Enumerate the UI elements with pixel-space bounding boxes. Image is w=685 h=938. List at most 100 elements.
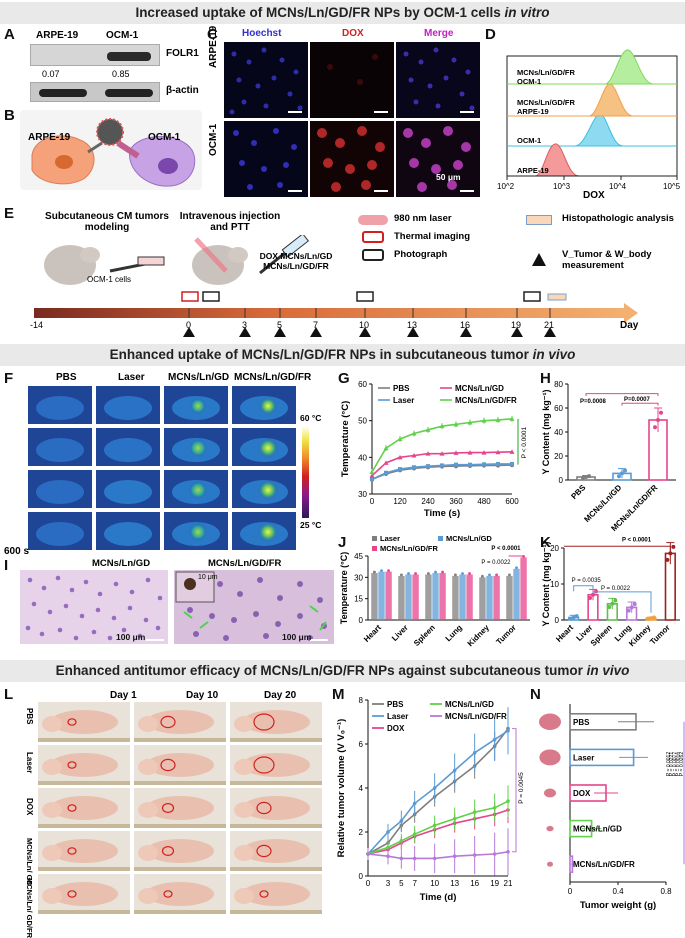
m-point (452, 768, 457, 773)
photo-row-laser: Laser (25, 752, 34, 774)
mouse-body (50, 882, 118, 906)
banner-mid: Enhanced uptake of MCNs/Ln/GD/FR NPs in … (0, 344, 685, 366)
mouse-head (138, 802, 158, 818)
mouse-body (242, 710, 310, 734)
ruler (134, 738, 226, 742)
m-y-tick-label: 0 (359, 872, 364, 881)
n-x-tick-label: 0.8 (660, 887, 672, 896)
n-x-tick-label: 0 (568, 887, 573, 896)
day-tick-19: 19 (511, 320, 522, 330)
photo-col-day1: Day 1 (110, 690, 137, 701)
photo-row-fr: MCNs/Ln/ GD/FR (25, 878, 34, 938)
y-tick-label: 0 (359, 616, 364, 625)
n-tumor-photo (539, 749, 561, 766)
m-x-tick-label: 13 (450, 879, 459, 888)
bar (452, 575, 459, 620)
bar-point (623, 468, 627, 473)
tumor-circle (161, 802, 175, 813)
g-point (397, 454, 403, 460)
panel-label-a: A (4, 26, 15, 43)
blot-value-ocm: 0.85 (112, 69, 130, 79)
n-tumor-photo (539, 713, 561, 731)
ruler (230, 867, 322, 871)
bar-point (508, 573, 511, 577)
bar-point (495, 573, 498, 577)
g-point (398, 467, 402, 472)
panel-label-e: E (4, 205, 15, 222)
bar-point (481, 574, 484, 578)
bar-point (373, 570, 376, 574)
m-series-line (367, 730, 509, 855)
bar (466, 574, 473, 620)
n-pvalue: P = 0.0012 (666, 752, 672, 776)
panel-label-g: G (338, 370, 350, 387)
mouse-body (146, 753, 214, 777)
n-pvalue: P = 0.0077 (672, 752, 678, 776)
bar-point (461, 572, 464, 575)
m-legend-label: Laser (387, 712, 408, 721)
mouse-head (42, 802, 62, 818)
mouse-body (242, 796, 310, 820)
g-point (384, 470, 388, 475)
k-pvalue-1: P = 0.0035 (572, 578, 602, 584)
bar-point (488, 573, 491, 577)
h-bracket-2 (621, 402, 659, 406)
g-point (496, 461, 500, 466)
tumor-circle (67, 804, 77, 812)
m-point (506, 799, 510, 803)
blot-col-ocm: OCM-1 (106, 30, 139, 41)
bar-point (414, 572, 417, 575)
n-pvalue: P = 0.0221 (669, 752, 675, 776)
mouse-body (242, 753, 310, 777)
bar-point (607, 605, 612, 610)
tumor-circle (67, 718, 77, 726)
g-point (495, 449, 501, 455)
y-tick-label: 0 (555, 616, 560, 625)
mouse-head (234, 845, 254, 861)
blot-band-folr1 (30, 44, 160, 66)
mouse-head (234, 716, 254, 732)
mouse-head (234, 759, 254, 775)
g-y-tick-label: 50 (358, 417, 367, 426)
g-point (467, 450, 473, 455)
m-bracket (512, 728, 517, 853)
thermal-col-gd: MCNs/Ln/GD (168, 372, 230, 383)
bar-point (629, 605, 634, 610)
bar-point (617, 474, 621, 479)
g-point (425, 451, 431, 456)
bar-point (584, 475, 588, 479)
g-point (383, 460, 389, 465)
bar-point (581, 475, 585, 480)
m-pvalue: P = 0.0045 (518, 772, 525, 804)
panel-label-n: N (530, 686, 541, 703)
ruler (134, 824, 226, 828)
bar (371, 573, 378, 620)
category-label: Liver (390, 623, 410, 643)
ruler (134, 867, 226, 871)
bar (439, 573, 446, 620)
blot-label-folr1: FOLR1 (166, 48, 199, 59)
category-label: Tumor (648, 623, 672, 647)
bar (378, 571, 385, 620)
legend-histo: Histopathologic analysis (562, 213, 674, 224)
g-pvalue: P < 0.0001 (521, 427, 528, 459)
j-legend-swatch (372, 536, 377, 541)
laser-icon (358, 215, 388, 225)
tumor-circle (259, 890, 269, 898)
g-point (369, 473, 375, 478)
g-point (495, 417, 501, 422)
n-xlabel: Tumor weight (g) (580, 900, 656, 911)
blot-col-arpe: ARPE-19 (36, 30, 79, 41)
n-category-label: MCNs/Ln/GD/FR (573, 860, 635, 869)
bar-point (407, 572, 410, 575)
bar-point (400, 573, 403, 577)
bar (486, 575, 493, 620)
category-label: Spleen (412, 623, 437, 648)
y-tick-label: 60 (554, 404, 563, 413)
ruler (38, 824, 130, 828)
schematic-label-arpe: ARPE-19 (28, 132, 71, 143)
bar-point (659, 410, 663, 415)
day-axis-label: Day (620, 320, 639, 331)
bar-point (610, 601, 615, 606)
n-category-label: Laser (573, 753, 594, 762)
